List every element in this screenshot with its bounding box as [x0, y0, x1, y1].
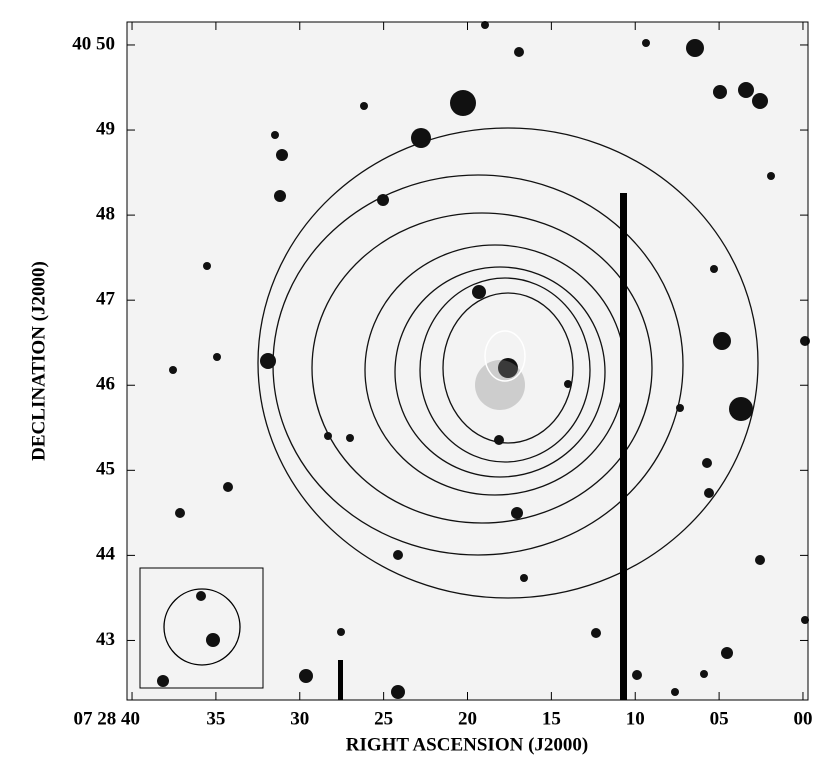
x-axis-label: RIGHT ASCENSION (J2000): [346, 734, 588, 755]
y-tick-label: 44: [96, 544, 116, 565]
stars: [157, 21, 810, 699]
ccd-streak: [338, 660, 343, 700]
x-tick-label: 07 28 40: [74, 708, 141, 729]
x-tick-label: 20: [458, 708, 477, 729]
sky-image: [127, 22, 808, 700]
x-tick-label: 00: [793, 708, 812, 729]
x-tick-label: 25: [374, 708, 393, 729]
x-tick-label: 35: [206, 708, 225, 729]
ccd-streak: [620, 193, 627, 700]
y-tick-label: 40 50: [72, 33, 115, 54]
y-tick-label: 47: [96, 289, 116, 310]
x-tick-label: 05: [710, 708, 729, 729]
y-axis-label: DECLINATION (J2000): [28, 261, 49, 461]
contours: [257, 127, 759, 599]
x-tick-label: 10: [626, 708, 645, 729]
y-tick-label: 49: [96, 118, 115, 139]
y-tick-label: 48: [96, 203, 115, 224]
y-tick-label: 45: [96, 459, 115, 480]
y-tick-label: 46: [96, 374, 115, 395]
x-tick-label: 15: [542, 708, 561, 729]
beam-inset: [139, 567, 264, 689]
x-tick-label: 30: [290, 708, 309, 729]
y-tick-label: 43: [96, 629, 115, 650]
